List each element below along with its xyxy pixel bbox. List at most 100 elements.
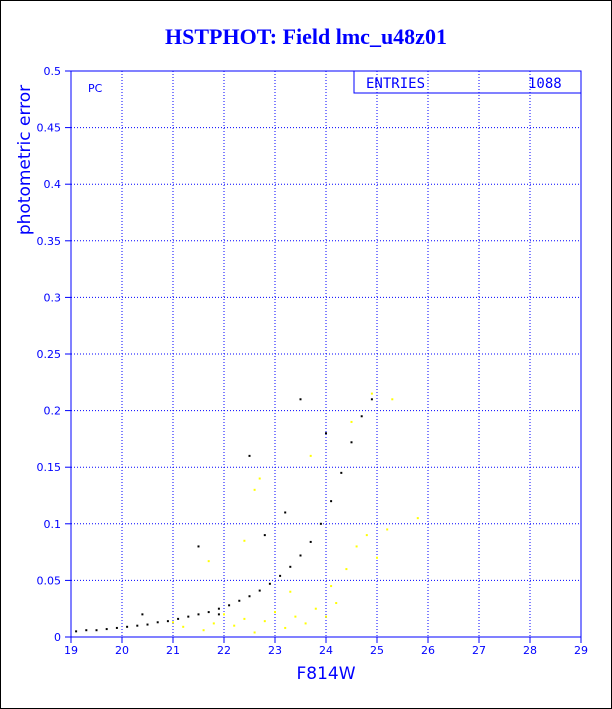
data-point-main [299, 398, 302, 401]
data-point-secondary [202, 629, 205, 632]
data-point-secondary [182, 625, 185, 628]
data-point-main [187, 615, 190, 618]
data-point-secondary [274, 611, 276, 614]
chart-title: HSTPHOT: Field lmc_u48z01 [165, 24, 447, 49]
data-point-secondary [330, 585, 333, 588]
y-axis-label: photometric error [15, 85, 35, 235]
entries-label: ENTRIES [366, 76, 425, 92]
data-point-main [197, 545, 200, 548]
data-point-secondary [325, 615, 327, 618]
y-tick-label: 0.45 [37, 122, 62, 135]
data-point-main [238, 599, 241, 602]
data-point-secondary [289, 590, 292, 593]
data-point-secondary [355, 545, 358, 548]
data-point-main [156, 621, 159, 624]
data-point-main [95, 629, 98, 632]
x-tick-label: 24 [319, 644, 333, 657]
data-point-main [248, 595, 251, 598]
data-point-main [248, 454, 251, 457]
data-point-secondary [294, 615, 297, 618]
x-tick-label: 21 [166, 644, 180, 657]
x-tick-label: 22 [217, 644, 231, 657]
stats-box: ENTRIES 1088 [353, 70, 582, 94]
data-point-main [340, 471, 343, 474]
data-point-secondary [243, 539, 246, 542]
data-point-main [268, 582, 271, 585]
entries-value: 1088 [528, 76, 562, 92]
data-point-main [177, 617, 180, 620]
data-points [75, 392, 419, 634]
panel-label: PC [88, 82, 103, 95]
data-point-main [279, 574, 282, 577]
stats-box-frame [353, 70, 582, 94]
data-point-secondary [263, 620, 266, 623]
y-tick-label: 0.2 [44, 405, 62, 418]
data-point-secondary [391, 398, 394, 401]
data-point-secondary [172, 621, 174, 624]
data-point-secondary [314, 607, 317, 610]
data-point-secondary [335, 602, 338, 605]
y-tick-label: 0.25 [37, 348, 62, 361]
data-point-secondary [350, 420, 353, 423]
data-point-main [263, 534, 266, 537]
data-point-main [284, 511, 287, 514]
data-point-main [299, 554, 302, 557]
y-tick-label: 0.35 [37, 235, 62, 248]
x-tick-label: 20 [115, 644, 129, 657]
data-point-main [325, 432, 327, 435]
data-point-secondary [253, 488, 256, 491]
data-point-main [289, 565, 292, 568]
data-point-main [309, 540, 312, 543]
x-tick-label: 26 [421, 644, 435, 657]
data-point-secondary [243, 617, 246, 620]
data-point-main [141, 613, 144, 616]
data-point-main [350, 441, 353, 444]
data-point-secondary [416, 517, 419, 520]
data-point-secondary [233, 624, 236, 627]
x-axis-label: F814W [296, 664, 355, 684]
data-point-main [370, 398, 373, 401]
data-point-main [105, 628, 108, 631]
y-tick-label: 0.3 [44, 291, 62, 304]
data-point-secondary [207, 560, 210, 563]
data-point-secondary [253, 631, 256, 634]
data-point-main [319, 522, 322, 525]
data-point-main [207, 611, 210, 614]
data-point-secondary [376, 556, 378, 559]
data-point-secondary [365, 534, 368, 537]
x-tick-label: 29 [574, 644, 588, 657]
data-point-main [126, 625, 129, 628]
x-tick-label: 19 [64, 644, 78, 657]
data-point-main [115, 626, 118, 629]
data-point-main [217, 607, 220, 610]
y-tick-label: 0.1 [44, 518, 62, 531]
y-tick-label: 0.4 [44, 178, 62, 191]
x-tick-label: 28 [523, 644, 537, 657]
data-point-secondary [345, 568, 348, 571]
data-point-main [136, 624, 139, 627]
data-point-main [146, 623, 149, 626]
data-point-secondary [370, 392, 373, 395]
data-point-secondary [386, 528, 389, 531]
data-point-secondary [284, 626, 287, 629]
y-tick-label: 0.15 [37, 461, 62, 474]
data-point-main [217, 613, 220, 616]
data-point-secondary [212, 622, 215, 625]
data-point-secondary [258, 477, 261, 480]
grid-lines [70, 70, 582, 638]
data-point-secondary [223, 613, 225, 616]
data-point-main [75, 630, 78, 633]
data-point-main [258, 589, 261, 592]
y-tick-label: 0.5 [44, 65, 62, 78]
data-point-main [166, 620, 169, 623]
data-point-secondary [304, 622, 307, 625]
data-point-main [85, 629, 88, 632]
x-tick-label: 23 [268, 644, 282, 657]
data-point-secondary [309, 454, 312, 457]
data-point-main [197, 613, 200, 616]
data-point-main [330, 500, 333, 503]
data-point-main [360, 415, 363, 418]
y-tick-label: 0 [54, 631, 61, 644]
x-tick-label: 25 [370, 644, 384, 657]
